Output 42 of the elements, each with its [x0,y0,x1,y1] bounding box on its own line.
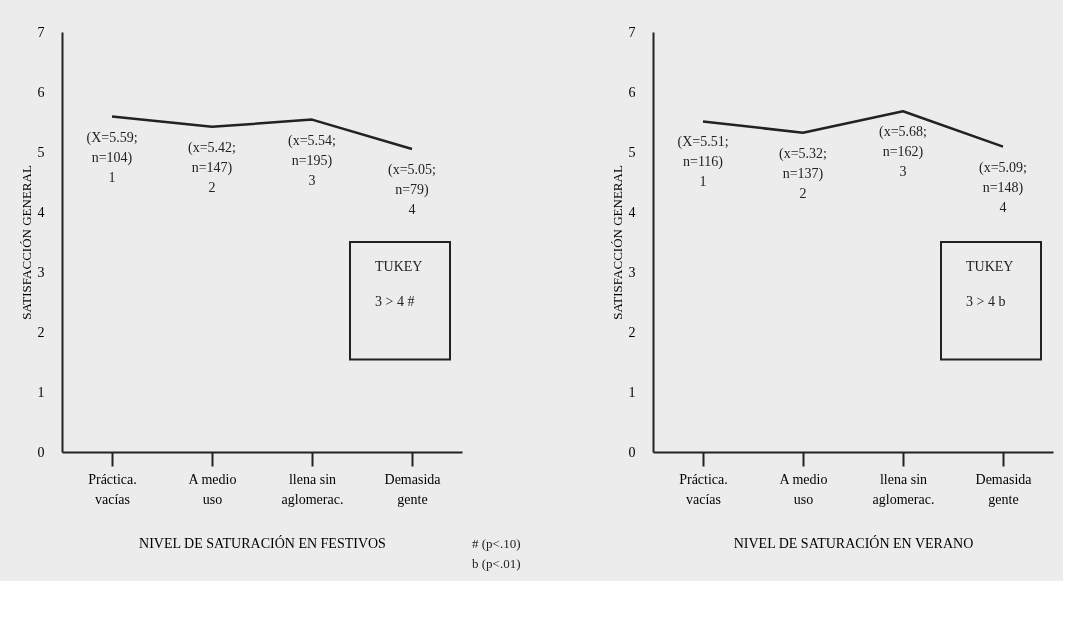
y-tick-label: 0 [628,444,636,460]
y-tick-label: 6 [628,84,636,100]
y-tick-label: 6 [37,84,45,100]
y-tick-label: 7 [37,24,45,40]
x-tick-label: A medio uso [779,471,828,507]
x-tick-label: Práctica. vacías [679,471,728,507]
data-label: (x=5.05; n=79) 4 [388,162,436,217]
annotation: TUKEY [375,259,423,274]
y-tick-label: 1 [37,384,45,400]
x-tick-label: A medio uso [188,471,237,507]
y-tick-label: 2 [628,324,636,340]
data-label: (x=5.68; n=162) 3 [879,124,927,180]
data-label: (X=5.51; n=116) 1 [677,134,729,190]
text: b (p<.01) [472,556,521,571]
y-tick-label: 3 [628,264,636,280]
x-axis-title: NIVEL DE SATURACIÓN EN FESTIVOS [139,534,386,551]
y-tick-label: 3 [37,264,45,280]
x-axis-title: NIVEL DE SATURACIÓN EN VERANO [733,534,974,551]
y-tick-label: 2 [37,324,45,340]
annotation: TUKEY [966,259,1014,274]
x-tick-label: llena sin aglomerac. [872,471,935,507]
y-tick-label: 7 [628,24,636,40]
y-tick-label: 1 [628,384,636,400]
y-tick-label: 4 [628,204,636,220]
data-label: (x=5.54; n=195) 3 [288,132,336,188]
annotation: 3 > 4 b [966,294,1006,309]
data-label: (x=5.32; n=137) 2 [779,145,827,201]
y-tick-label: 5 [628,144,636,160]
text: # (p<.10) [472,536,521,551]
y-tick-label: 0 [37,444,45,460]
y-axis-title: SATISFACCIÓN GENERAL [609,165,625,320]
x-tick-label: Demasida gente [975,471,1033,507]
data-label: (x=5.42; n=147) 2 [188,139,236,195]
data-label: (x=5.09; n=148) 4 [979,159,1027,215]
x-tick-label: Práctica. vacías [88,471,137,507]
x-tick-label: llena sin aglomerac. [281,471,344,507]
y-tick-label: 5 [37,144,45,160]
x-tick-label: Demasida gente [384,471,442,507]
y-axis-title: SATISFACCIÓN GENERAL [18,165,34,320]
data-label: (X=5.59; n=104) 1 [86,129,138,185]
annotation: 3 > 4 # [375,294,415,309]
y-tick-label: 4 [37,204,45,220]
